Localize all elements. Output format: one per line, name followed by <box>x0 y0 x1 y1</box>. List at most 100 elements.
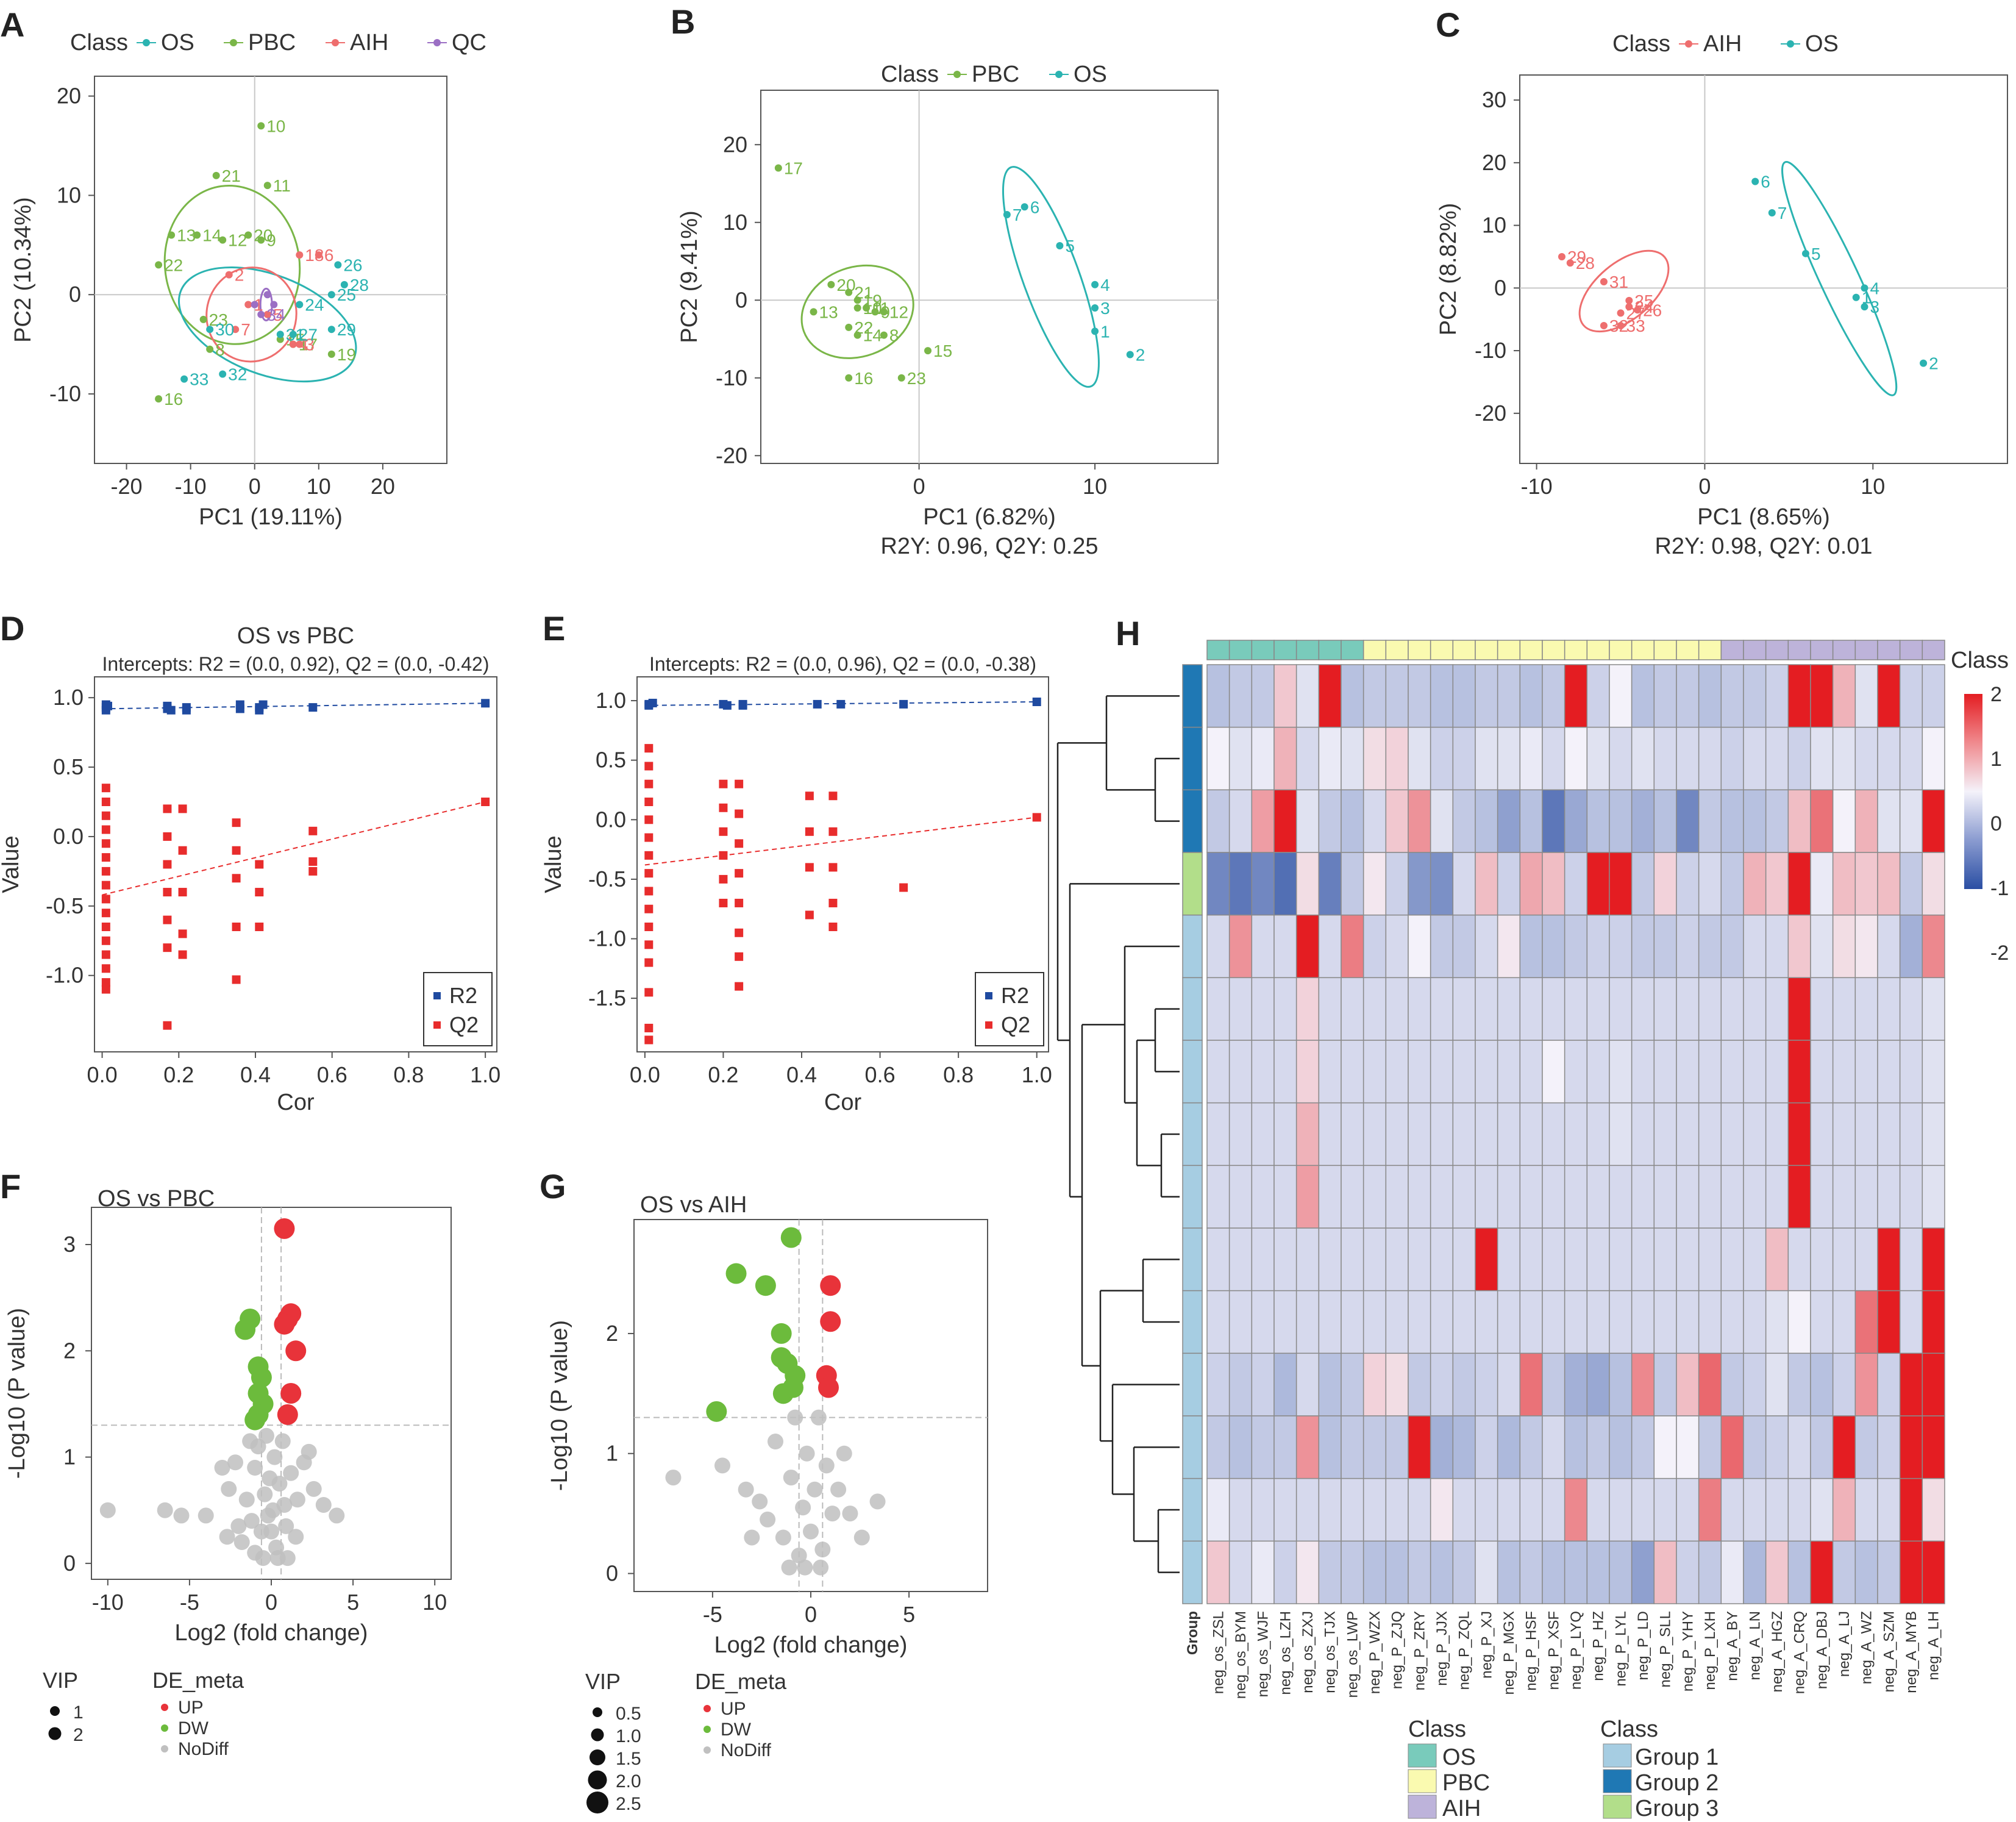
r2-point <box>813 699 822 709</box>
legend-key-OS-dot <box>1787 40 1794 48</box>
column-label: neg_P_JJX <box>1434 1611 1450 1686</box>
column-class-annotation <box>1743 640 1767 660</box>
heatmap-cell <box>1787 1477 1811 1542</box>
heatmap-cell <box>1653 1290 1677 1354</box>
sample-point <box>1617 321 1625 329</box>
q2-point <box>828 898 838 907</box>
down-point <box>235 1319 256 1340</box>
heatmap-cell <box>1362 1477 1387 1542</box>
legend-key-QC-dot <box>433 39 441 46</box>
sample-point <box>327 326 335 334</box>
heatmap-cell <box>1318 664 1342 728</box>
heatmap-cell <box>1519 1477 1543 1542</box>
color-scale-tick: 1 <box>1990 748 2002 771</box>
vip-size-key <box>48 1727 62 1740</box>
heatmap-cell <box>1720 726 1744 791</box>
q2-point <box>101 825 110 834</box>
heatmap-cell <box>1922 726 1945 791</box>
heatmap-cell <box>1497 977 1521 1041</box>
nodiff-point <box>219 1529 235 1545</box>
heatmap-cell <box>1251 789 1275 853</box>
heatmap-cell <box>1228 789 1253 853</box>
sample-point <box>1625 296 1633 304</box>
heatmap-cell <box>1854 977 1878 1041</box>
column-label: neg_P_LYL <box>1612 1611 1629 1687</box>
heatmap-cell <box>1430 1477 1454 1542</box>
q2-point <box>232 874 241 883</box>
nodiff-point <box>289 1492 305 1508</box>
row-group-annotation <box>1182 1102 1203 1166</box>
down-point <box>780 1227 802 1248</box>
column-label: neg_A_CRQ <box>1792 1611 1808 1694</box>
heatmap-cell <box>1295 1165 1320 1229</box>
y-tick-label: 10 <box>1482 213 1506 238</box>
sample-point <box>1091 327 1099 335</box>
q2-point <box>163 832 172 841</box>
heatmap-cell <box>1497 1227 1521 1291</box>
heatmap-cell <box>1408 1415 1431 1479</box>
legend-key-PBC-dot <box>953 71 961 78</box>
up-point <box>285 1340 307 1362</box>
heatmap-cell <box>1631 1477 1655 1542</box>
x-axis-label: Cor <box>277 1090 315 1115</box>
sample-label: 8 <box>215 340 225 359</box>
heatmap-cell <box>1341 664 1364 728</box>
heatmap-cell <box>1653 1227 1677 1291</box>
sample-label: 12 <box>889 302 908 321</box>
q2-point <box>735 809 744 818</box>
sample-point <box>327 350 335 358</box>
q2-point <box>101 985 110 994</box>
heatmap-cell <box>1698 977 1722 1041</box>
heatmap-cell <box>1475 1102 1498 1166</box>
sample-point <box>853 331 861 339</box>
heatmap-cell <box>1273 977 1297 1041</box>
r2-point <box>1032 698 1041 706</box>
heatmap-cell <box>1922 1040 1945 1104</box>
heatmap-cell <box>1631 664 1655 728</box>
q2-point <box>899 883 908 892</box>
heatmap-cell <box>1765 1040 1789 1104</box>
heatmap-cell <box>1698 1227 1722 1291</box>
heatmap-cell <box>1877 1352 1901 1417</box>
heatmap-cell <box>1295 1290 1320 1354</box>
sample-point <box>263 291 271 299</box>
column-label: neg_P_HSF <box>1523 1611 1540 1691</box>
column-label: neg_A_LH <box>1926 1611 1942 1680</box>
heatmap-cell <box>1362 1352 1387 1417</box>
row-group-annotation <box>1182 977 1203 1041</box>
y-tick-label: 0 <box>1494 275 1506 300</box>
class-legend-key <box>1408 1743 1437 1768</box>
sample-point <box>219 370 227 378</box>
sample-point <box>193 231 201 239</box>
sample-label: 29 <box>337 320 356 339</box>
y-tick-label: 0 <box>69 282 81 307</box>
vip-size-key <box>586 1792 608 1813</box>
sample-label: 16 <box>164 390 183 409</box>
x-tick-label: 10 <box>1083 474 1107 499</box>
heatmap-cell <box>1832 1477 1856 1542</box>
confidence-ellipse-AIH <box>205 266 297 363</box>
de-key-NoDiff <box>161 1745 168 1752</box>
heatmap-cell <box>1832 1165 1856 1229</box>
column-label: neg_A_DBJ <box>1814 1611 1830 1689</box>
heatmap-cell <box>1564 1165 1588 1229</box>
heatmap-cell <box>1922 1227 1945 1291</box>
heatmap-cell <box>1430 664 1454 728</box>
q2-regression-line <box>102 801 486 896</box>
up-point <box>820 1311 841 1332</box>
heatmap-cell <box>1698 1540 1722 1604</box>
heatmap-cell <box>1318 1040 1342 1104</box>
nodiff-point <box>157 1502 173 1518</box>
nodiff-point <box>242 1433 258 1449</box>
heatmap-cell <box>1497 1040 1521 1104</box>
nodiff-point <box>714 1457 730 1474</box>
sample-point <box>1751 177 1759 185</box>
column-label: neg_P_ZJQ <box>1389 1611 1406 1689</box>
q2-point <box>101 909 110 918</box>
heatmap-cell <box>1854 1352 1878 1417</box>
heatmap-cell <box>1653 1165 1677 1229</box>
heatmap-cell <box>1452 1477 1476 1542</box>
chart-title: OS vs AIH <box>640 1192 747 1218</box>
heatmap-cell <box>1765 914 1789 979</box>
y-tick-label: 20 <box>57 84 81 109</box>
